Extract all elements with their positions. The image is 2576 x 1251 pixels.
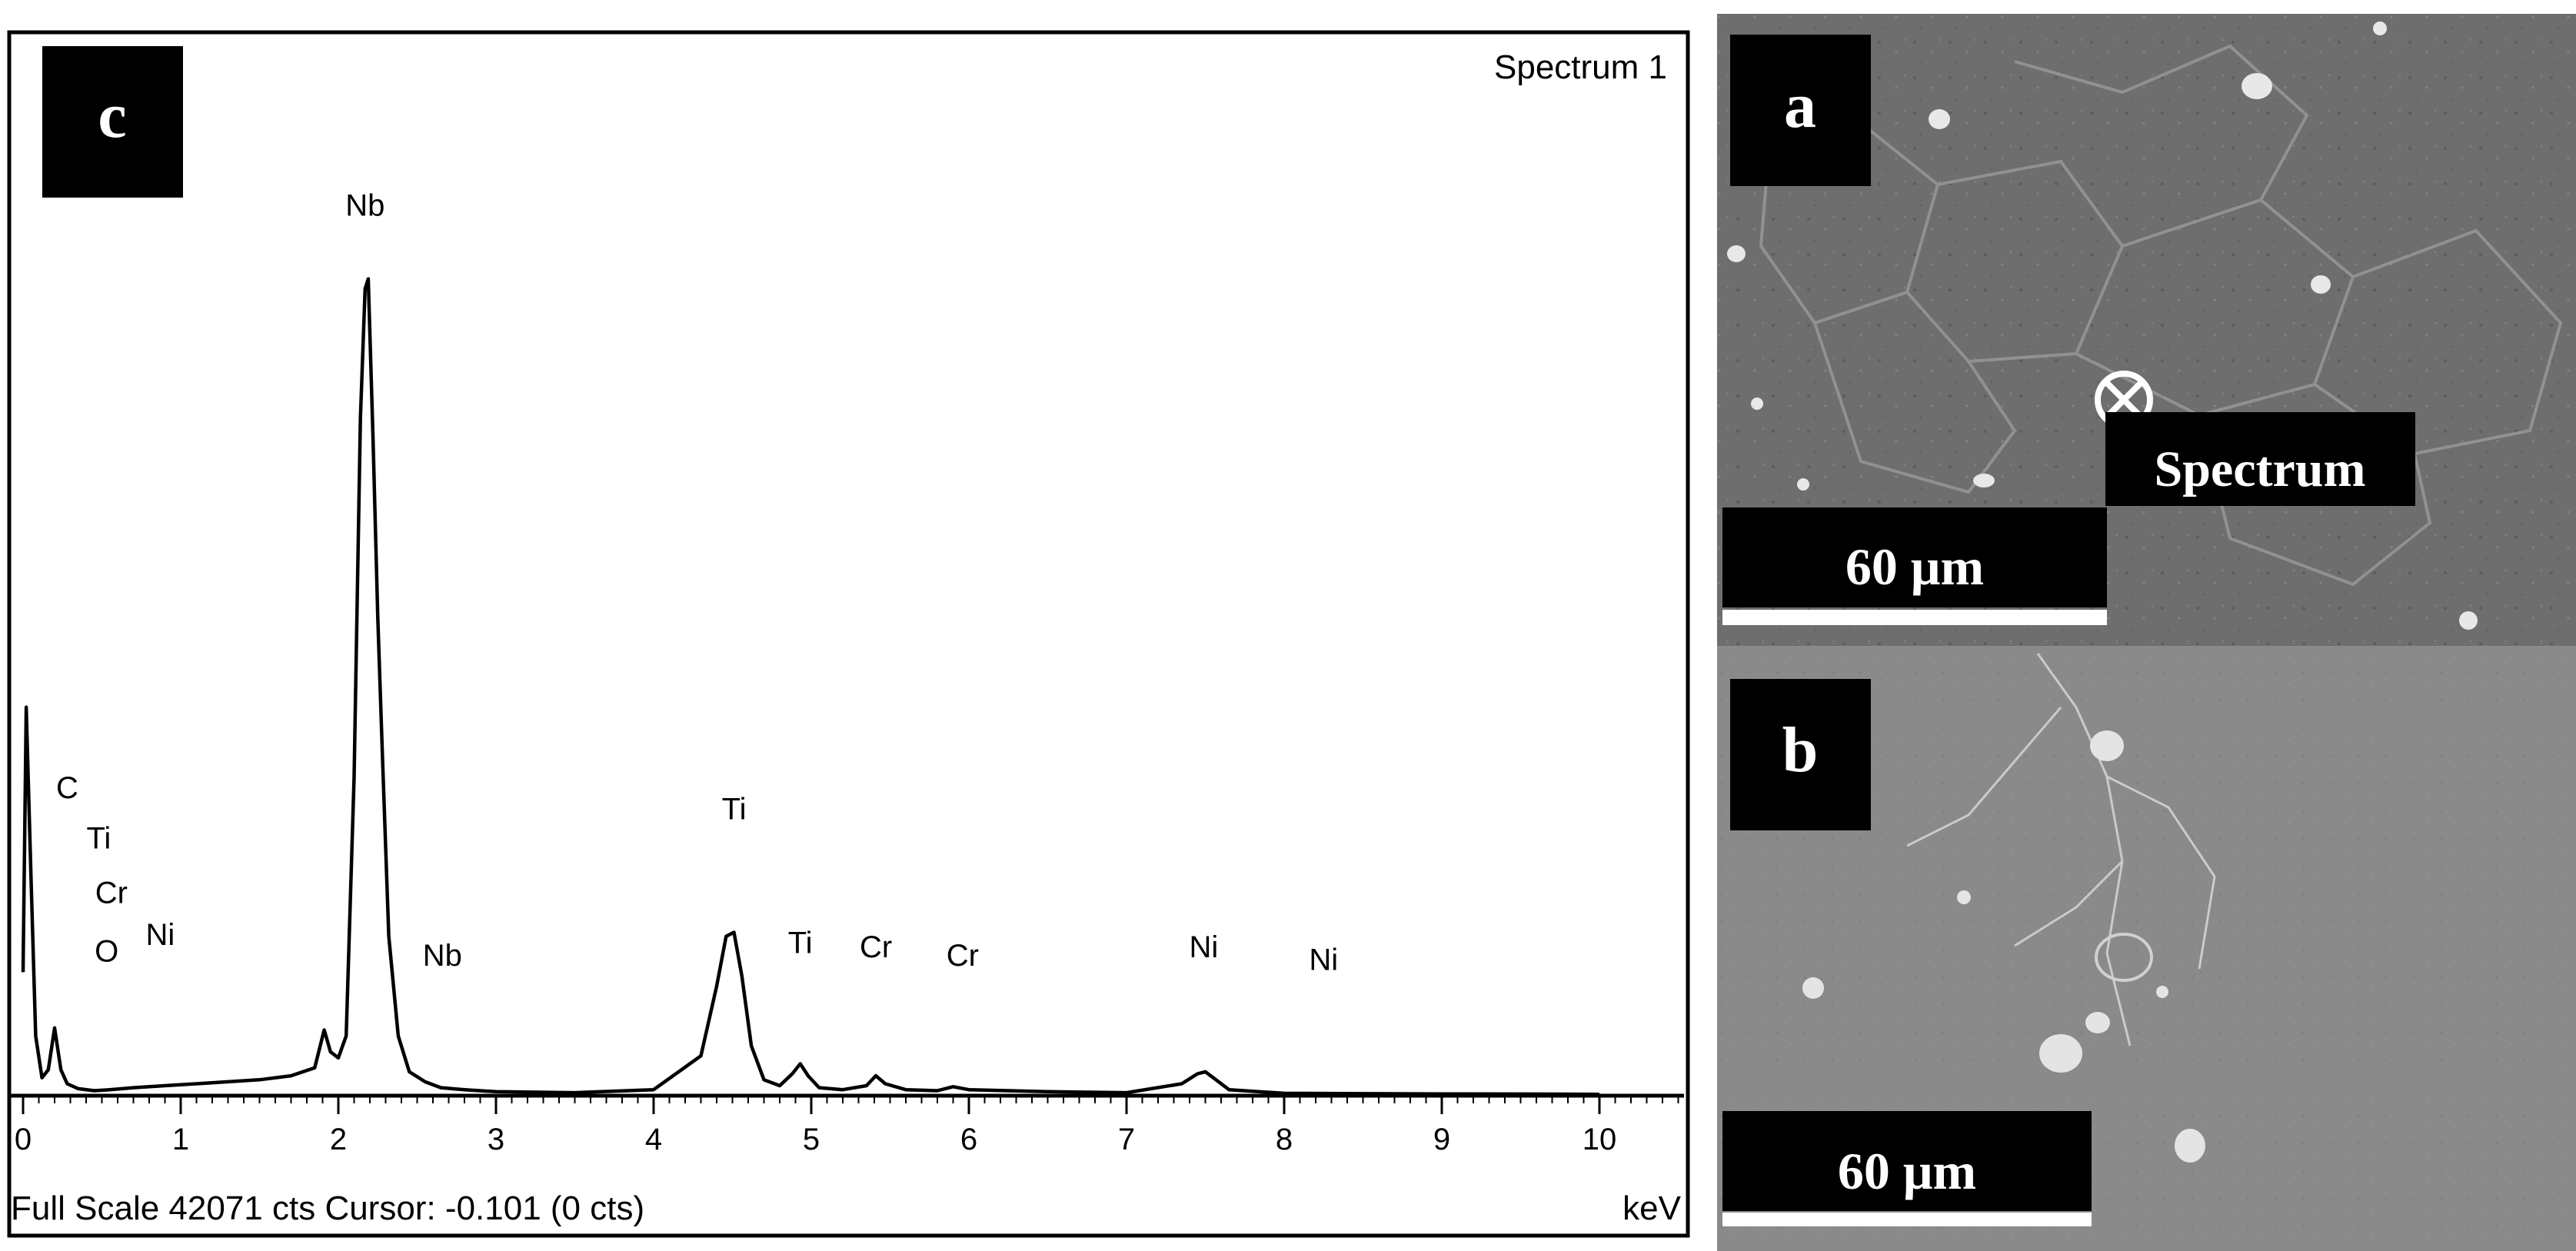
x-tick-label: 9 [1433,1123,1450,1156]
peak-label: Ni [1309,943,1338,977]
peak-label: Ti [788,927,813,960]
chart-title: Spectrum 1 [1494,48,1667,86]
spectrum-trace [21,277,1600,1096]
x-tick-label: 0 [15,1123,32,1156]
x-tick-label: 10 [1583,1123,1617,1156]
x-tick-label: 5 [803,1123,820,1156]
peak-label: Ti [86,821,111,855]
peak-label: Nb [345,189,384,223]
cracks-b [1906,653,2216,1046]
spectrum-frame [7,30,1690,1238]
peak-label: C [56,771,78,805]
peak-label: Cr [95,876,128,910]
x-tick-label: 2 [330,1123,347,1156]
panel-a-label-box [1730,35,1871,186]
peak-label: Ni [1190,930,1219,964]
x-tick-label: 3 [488,1123,504,1156]
peak-label: Nb [423,939,462,973]
peak-label: Cr [860,930,892,964]
chart-trace [21,277,1600,1096]
peak-label: Ni [145,918,175,952]
x-tick-label: 7 [1118,1123,1135,1156]
x-tick-label: 8 [1276,1123,1293,1156]
scale-bar-b [1722,1213,2092,1226]
status-text: Full Scale 42071 cts Cursor: -0.101 (0 c… [11,1189,644,1227]
peak-label: Cr [947,939,979,973]
x-tick-label: 6 [960,1123,977,1156]
panel-c-label-box [42,46,183,198]
scale-box-a [1722,507,2107,607]
panel-b-label: b [1782,714,1819,786]
peak-label: Ti [722,792,747,826]
panel-a: a Spectrum 60 μm [1717,14,2576,646]
panel-a-label: a [1784,70,1816,141]
scale-label-b: 60 μm [1838,1142,1976,1200]
x-unit-label: keV [1622,1189,1681,1227]
panel-c-label: c [98,80,126,151]
particles-b [1802,730,2205,1163]
panel-b-label-box [1730,679,1871,830]
x-tick-label: 1 [172,1123,189,1156]
x-tick-label: 4 [645,1123,662,1156]
scale-bar-a [1722,610,2107,625]
peak-label: O [95,935,118,969]
scale-label-a: 60 μm [1845,537,1984,596]
scale-box-b [1722,1111,2092,1211]
spectrum-label: Spectrum [2155,441,2366,497]
spectrum-label-box [2105,412,2415,506]
particles-a [1727,22,2478,630]
panel-b: b 60 μm [1717,646,2576,1251]
x-axis-ticks: 0 1 2 3 4 5 6 7 8 9 10 [15,1096,1679,1156]
